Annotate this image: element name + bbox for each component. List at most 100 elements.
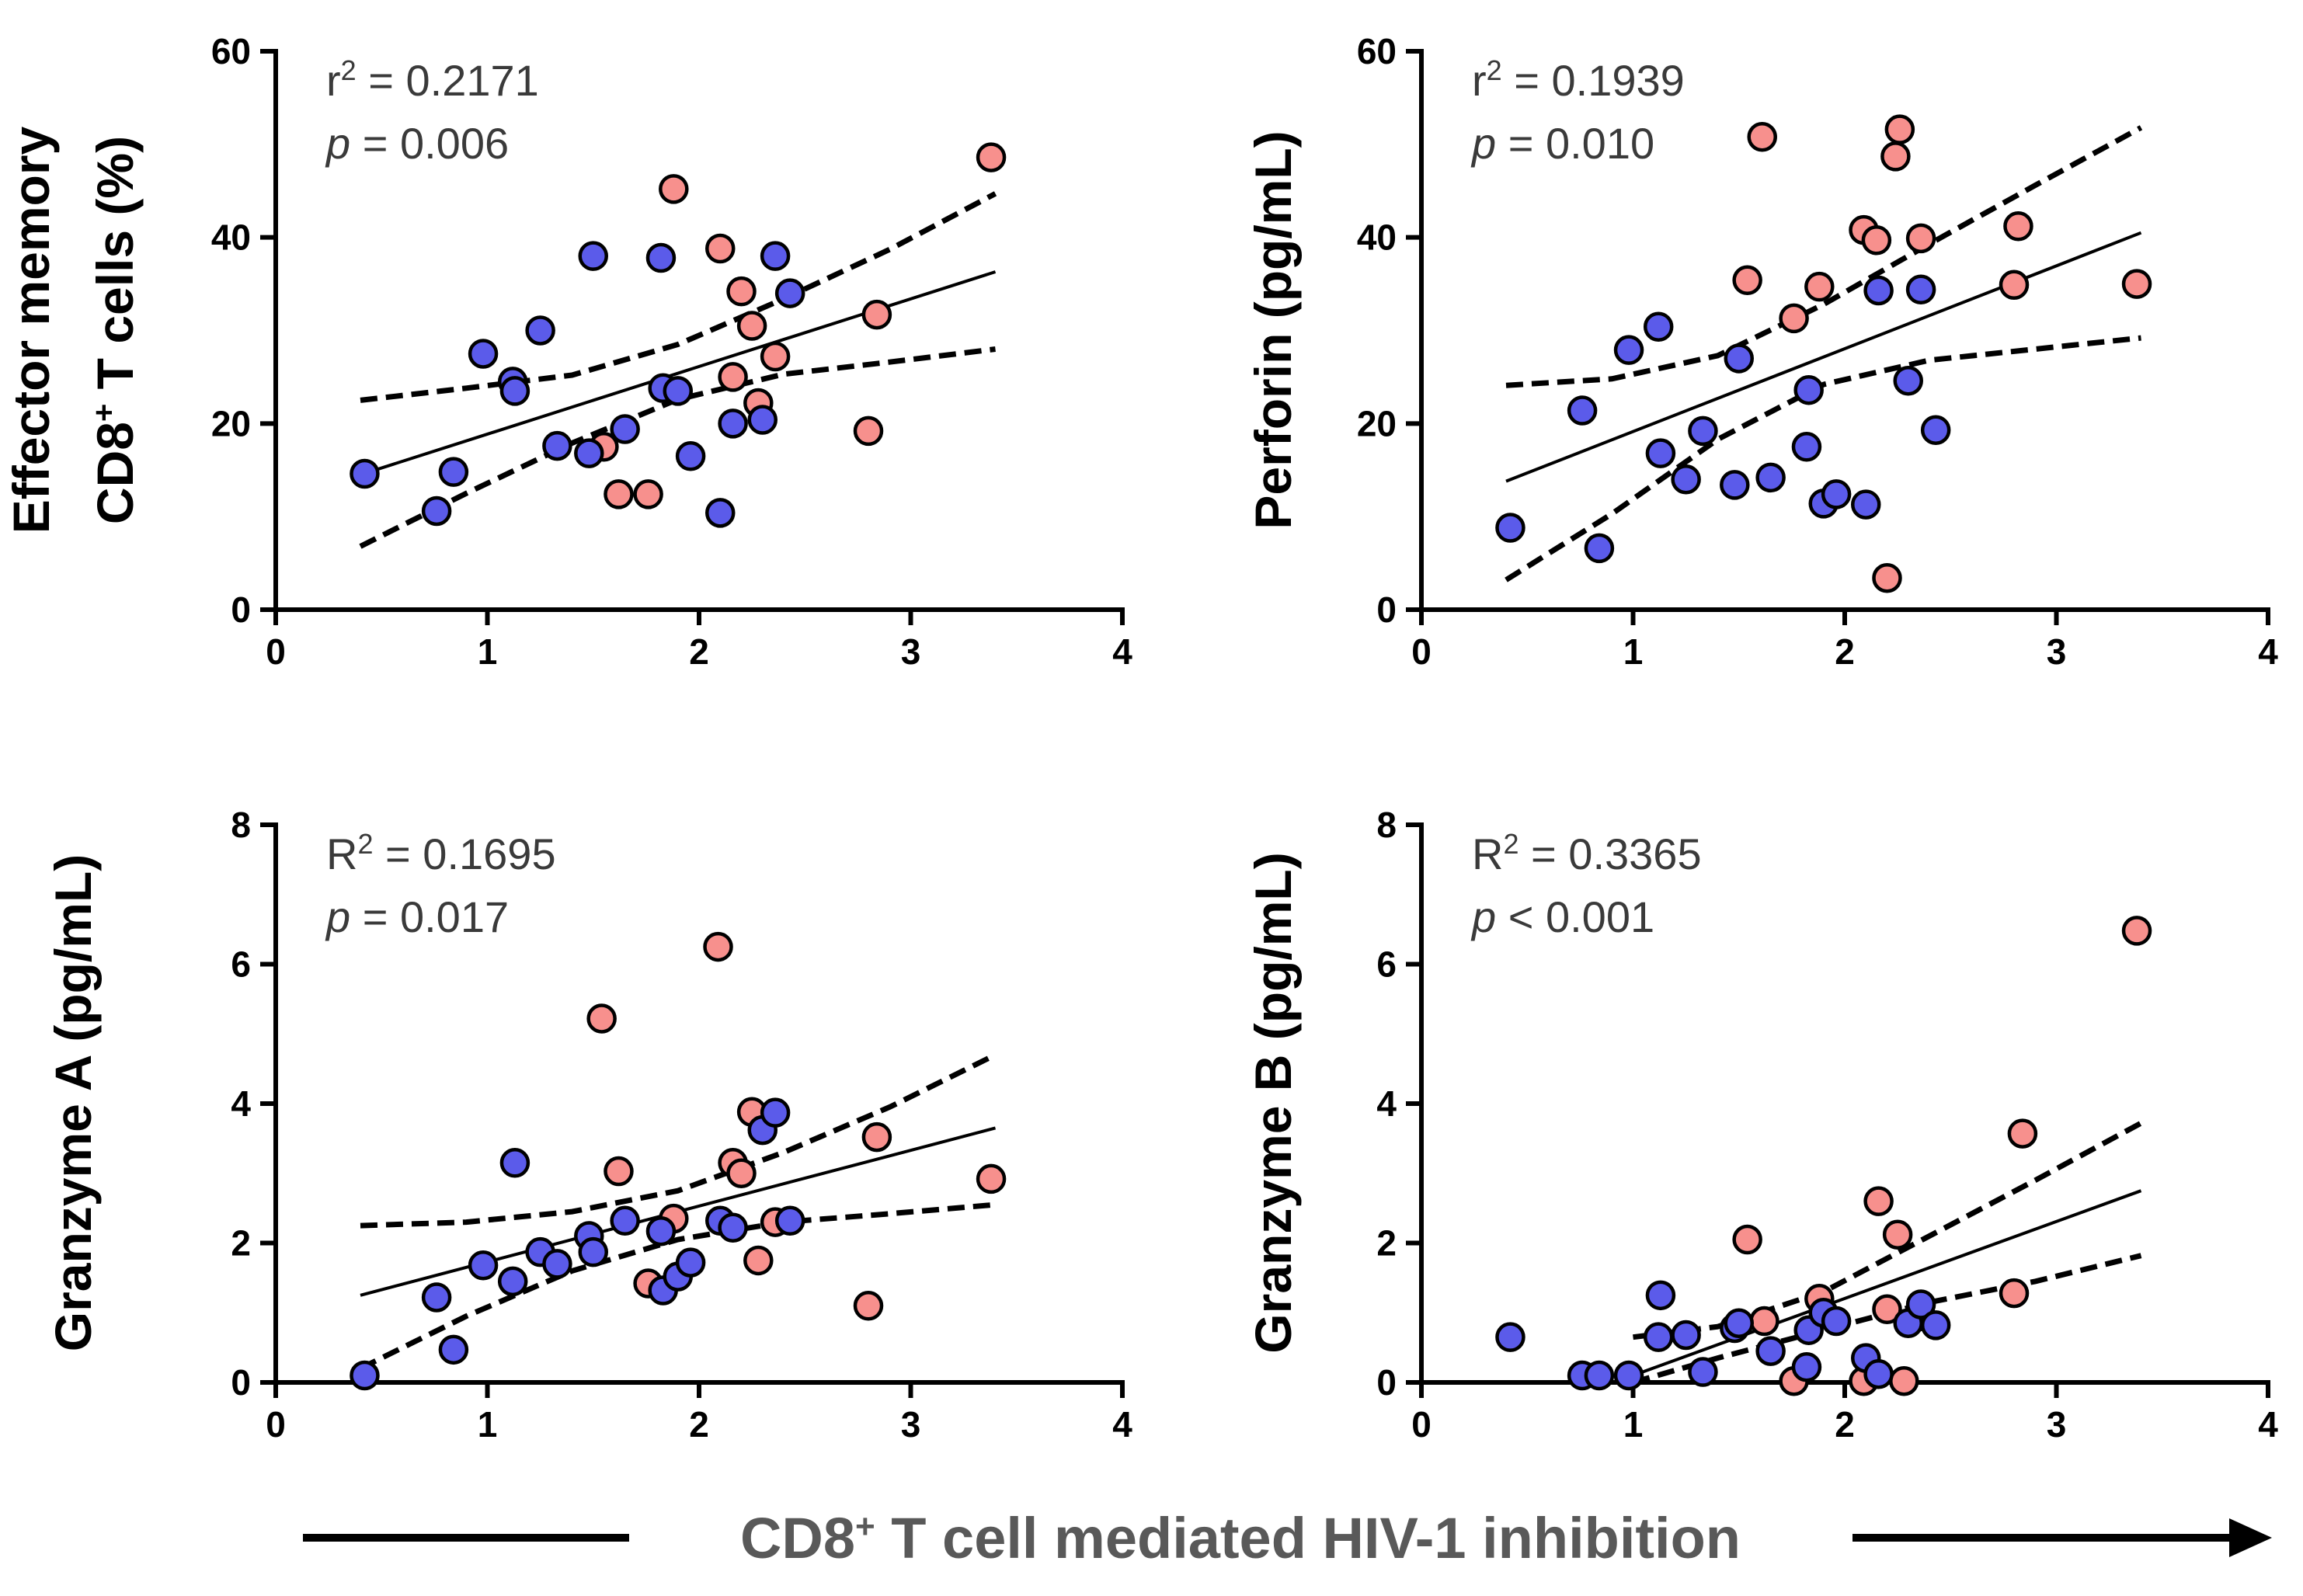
data-point-blue xyxy=(1724,1308,1754,1338)
data-point-pink xyxy=(1999,1278,2030,1309)
data-point-pink xyxy=(743,1245,774,1276)
data-point-blue xyxy=(1613,1360,1644,1391)
x-tick-label: 1 xyxy=(478,1404,498,1445)
data-point-pink xyxy=(659,174,689,204)
series-blue xyxy=(1495,1280,1951,1391)
data-point-blue xyxy=(760,241,791,271)
regression-line xyxy=(360,270,997,477)
data-point-blue xyxy=(705,498,736,528)
data-point-blue xyxy=(350,1360,380,1391)
data-point-blue xyxy=(718,409,748,439)
data-point-pink xyxy=(1882,1219,1913,1250)
data-point-blue xyxy=(468,339,499,369)
data-point-pink xyxy=(1863,1186,1894,1216)
y-axis-label-text: Granzyme A (pg/mL) xyxy=(44,854,102,1352)
data-point-blue xyxy=(1920,415,1951,445)
data-point-pink xyxy=(1749,1306,1779,1337)
x-tick-label: 2 xyxy=(1835,1404,1855,1445)
data-point-blue xyxy=(542,430,572,461)
data-point-blue xyxy=(1613,335,1644,365)
y-tick-label: 8 xyxy=(1376,805,1397,845)
data-point-pink xyxy=(1880,141,1911,172)
data-point-pink xyxy=(1861,225,1892,256)
data-point-blue xyxy=(438,1334,469,1365)
data-point-blue xyxy=(774,278,805,308)
data-point-pink xyxy=(2007,1118,2038,1149)
data-point-pink xyxy=(604,1156,634,1187)
data-point-pink xyxy=(760,341,791,372)
p-value: = 0.006 xyxy=(350,119,509,168)
x-tick-label: 0 xyxy=(1411,631,1432,672)
data-point-blue xyxy=(1643,311,1674,342)
footer-axis-title: CD8+ T cell mediated HIV-1 inhibition xyxy=(303,1506,2272,1570)
data-point-pink xyxy=(718,362,748,392)
data-point-pink xyxy=(586,1003,617,1034)
data-point-blue xyxy=(1905,1289,1936,1320)
p-symbol: p xyxy=(1470,119,1496,168)
stat-value: = 0.1939 xyxy=(1502,56,1685,105)
x-tick-label: 3 xyxy=(2047,1404,2067,1445)
data-point-pink xyxy=(976,1163,1007,1194)
data-point-blue xyxy=(499,376,531,406)
data-point-pink xyxy=(1747,121,1777,152)
y-axis-label-text: CD8 xyxy=(86,422,144,524)
data-point-blue xyxy=(1793,374,1824,405)
stat-symbol: r xyxy=(326,56,341,105)
data-point-blue xyxy=(1688,1357,1718,1387)
footer-label-prefix: CD8 xyxy=(740,1506,855,1570)
data-point-blue xyxy=(421,495,452,527)
data-point-pink xyxy=(633,479,663,509)
data-point-blue xyxy=(1755,462,1786,493)
footer-label-sup: + xyxy=(855,1507,875,1546)
y-tick-label: 0 xyxy=(1376,589,1397,630)
data-point-pink xyxy=(861,299,892,330)
y-tick-label: 8 xyxy=(231,805,251,845)
x-tick-label: 0 xyxy=(266,1404,286,1445)
stat-symbol: r xyxy=(1472,56,1487,105)
data-point-blue xyxy=(578,241,608,271)
data-point-blue xyxy=(1863,275,1894,306)
y-tick-label: 0 xyxy=(231,589,251,630)
y-tick-label: 20 xyxy=(1357,403,1397,443)
data-point-blue xyxy=(1821,479,1852,509)
y-tick-label: 60 xyxy=(1357,31,1397,71)
data-point-pink xyxy=(736,311,767,341)
stat-sup: 2 xyxy=(341,54,357,86)
data-point-blue xyxy=(578,1236,608,1267)
data-point-blue xyxy=(1671,1320,1701,1351)
x-tick-label: 1 xyxy=(1623,1404,1644,1445)
y-tick-label: 6 xyxy=(1376,944,1397,985)
p-symbol: p xyxy=(1470,892,1496,941)
p-symbol: p xyxy=(325,119,350,168)
r-squared-annotation: R2 = 0.1695 xyxy=(326,828,556,878)
r-squared-annotation: r2 = 0.1939 xyxy=(1472,54,1685,105)
p-symbol: p xyxy=(325,892,350,941)
y-tick-label: 60 xyxy=(211,31,251,71)
data-point-pink xyxy=(1905,223,1936,254)
y-tick-label: 0 xyxy=(1376,1362,1397,1403)
data-point-blue xyxy=(1821,1306,1852,1337)
data-point-blue xyxy=(1791,1352,1822,1382)
data-point-blue xyxy=(1495,513,1525,543)
data-point-pink xyxy=(976,142,1007,172)
data-point-blue xyxy=(1688,416,1718,447)
data-point-pink xyxy=(703,931,733,962)
x-tick-label: 1 xyxy=(1623,631,1644,672)
data-point-blue xyxy=(1671,464,1701,495)
data-point-blue xyxy=(1851,489,1881,520)
data-point-blue xyxy=(1495,1322,1525,1352)
x-tick-label: 1 xyxy=(478,631,498,672)
data-point-pink xyxy=(1804,271,1835,302)
y-tick-label: 20 xyxy=(211,403,251,443)
x-tick-label: 2 xyxy=(689,631,709,672)
data-point-pink xyxy=(1884,114,1915,144)
data-point-blue xyxy=(1905,274,1936,305)
data-point-blue xyxy=(438,457,469,487)
p-value-annotation: p < 0.001 xyxy=(1470,892,1654,941)
series-pink xyxy=(589,142,1007,509)
y-tick-label: 2 xyxy=(1376,1223,1397,1264)
data-point-blue xyxy=(350,458,380,489)
